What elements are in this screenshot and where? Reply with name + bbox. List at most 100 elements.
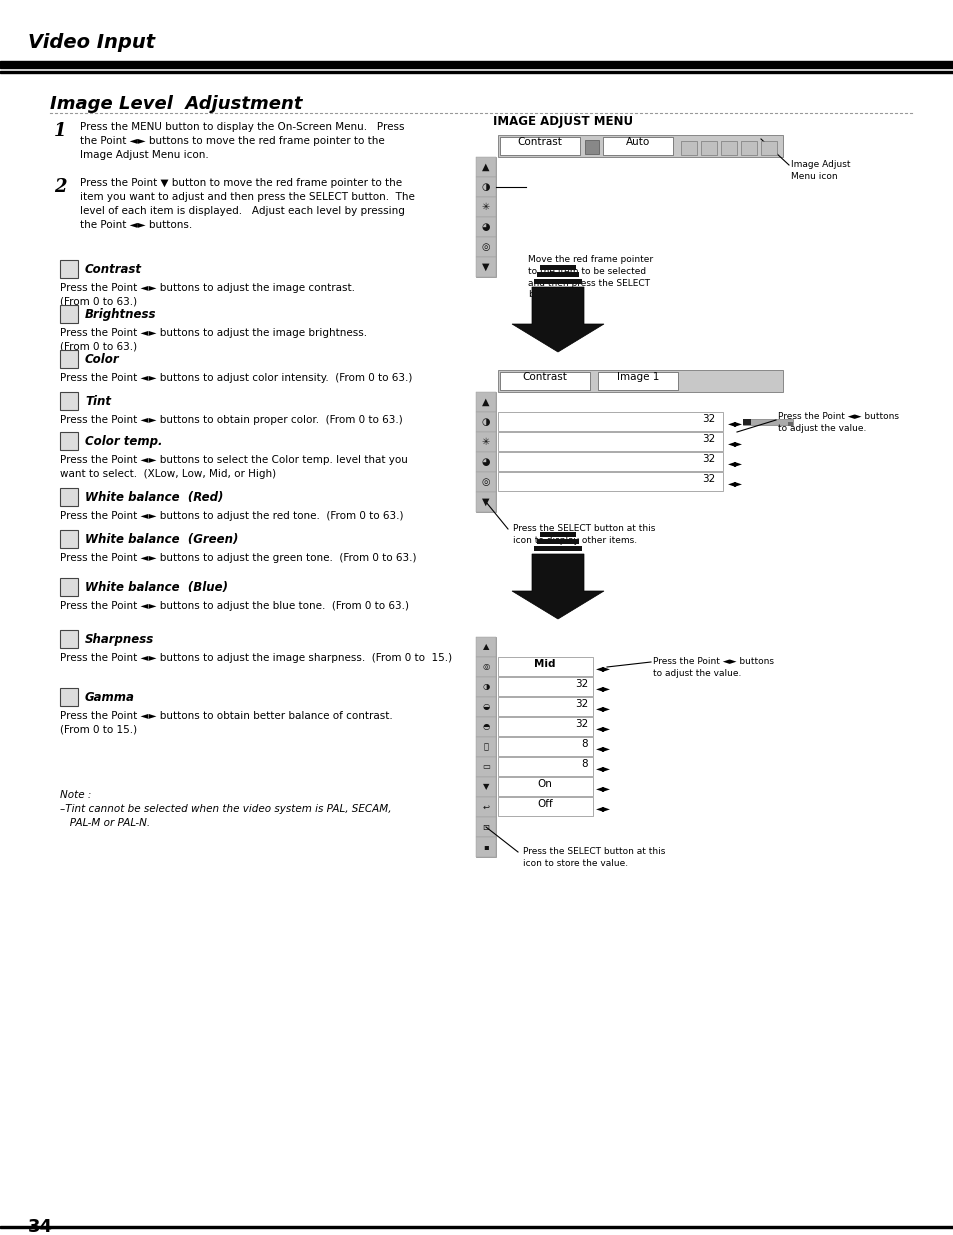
Text: ✳: ✳ [481,203,490,212]
Bar [476,391,496,412]
Text: Note :
–Tint cannot be selected when the video system is PAL, SECAM,
   PAL-M or: Note : –Tint cannot be selected when the… [60,790,391,827]
Bar [537,272,578,277]
Text: Press the Point ▼ button to move the red frame pointer to the
item you want to a: Press the Point ▼ button to move the red… [80,178,415,230]
Text: Off: Off [537,799,553,809]
Bar [497,697,593,716]
Text: 32: 32 [701,474,714,484]
Text: ▼: ▼ [482,783,489,792]
Text: Press the Point ◄► buttons to adjust the red tone.  (From 0 to 63.): Press the Point ◄► buttons to adjust the… [60,511,403,521]
Text: Tint: Tint [85,395,111,408]
Bar [787,422,792,426]
Text: Color: Color [85,353,119,366]
Bar [476,757,496,777]
Bar [476,412,496,432]
Bar [497,737,593,756]
Bar [497,135,782,157]
Bar [476,718,496,737]
Text: Press the Point ◄► buttons to obtain better balance of contrast.
(From 0 to 15.): Press the Point ◄► buttons to obtain bet… [60,711,393,735]
Text: ◄►: ◄► [596,763,610,773]
Bar [499,372,589,390]
Polygon shape [512,287,603,352]
Text: IMAGE ADJUST MENU: IMAGE ADJUST MENU [493,115,633,128]
Bar [497,777,593,797]
Text: ◄►: ◄► [596,803,610,813]
Bar [497,412,722,431]
Text: ⟋: ⟋ [483,742,488,752]
Text: Press the Point ◄► buttons
to adjust the value.: Press the Point ◄► buttons to adjust the… [778,412,898,432]
Text: ◕: ◕ [481,222,490,232]
Text: ◄►: ◄► [596,663,610,673]
Text: ◓: ◓ [482,722,489,731]
Text: Press the Point ◄► buttons to obtain proper color.  (From 0 to 63.): Press the Point ◄► buttons to obtain pro… [60,415,402,425]
Bar [497,452,722,471]
Text: ◑: ◑ [481,182,490,191]
Bar [60,432,78,450]
Bar [60,630,78,648]
Text: White balance  (Blue): White balance (Blue) [85,580,228,594]
Text: Press the SELECT button at this
icon to display other items.: Press the SELECT button at this icon to … [513,524,655,545]
Bar [60,350,78,368]
Bar [742,419,792,425]
Bar [497,432,722,451]
Text: Press the Point ◄► buttons to adjust the blue tone.  (From 0 to 63.): Press the Point ◄► buttons to adjust the… [60,601,409,611]
Text: Press the Point ◄► buttons to adjust the image brightness.
(From 0 to 63.): Press the Point ◄► buttons to adjust the… [60,329,367,352]
Bar [60,578,78,597]
Bar [720,141,737,156]
Bar [537,538,578,543]
Bar [539,266,576,270]
Text: ◄►: ◄► [727,478,742,488]
Text: 32: 32 [701,414,714,424]
Polygon shape [512,555,603,619]
Bar [476,157,496,177]
Text: Press the SELECT button at this
icon to store the value.: Press the SELECT button at this icon to … [522,847,664,868]
Text: Move the red frame pointer
to the item to be selected
and then press the SELECT
: Move the red frame pointer to the item t… [527,254,653,299]
Bar [60,688,78,706]
Text: Press the MENU button to display the On-Screen Menu.   Press
the Point ◄► button: Press the MENU button to display the On-… [80,122,404,161]
Bar [476,198,496,217]
Text: ◎: ◎ [481,477,490,487]
Text: 32: 32 [574,699,587,709]
Text: White balance  (Red): White balance (Red) [85,492,223,504]
Text: Press the Point ◄► buttons to adjust the image contrast.
(From 0 to 63.): Press the Point ◄► buttons to adjust the… [60,283,355,306]
Bar [497,472,722,492]
Text: ◄►: ◄► [727,438,742,448]
Bar [476,432,496,452]
Bar [60,488,78,506]
Bar [497,657,593,676]
Bar [680,141,697,156]
Bar [742,419,750,425]
Bar [497,677,593,697]
Bar [476,217,496,237]
Text: Contrast: Contrast [522,372,567,382]
Text: ◑: ◑ [481,417,490,427]
Bar [497,797,593,816]
Text: ▼: ▼ [482,496,489,508]
Bar [740,141,757,156]
Text: Mid: Mid [534,659,556,669]
Text: ◄►: ◄► [596,722,610,734]
Text: ◎: ◎ [481,242,490,252]
Bar [476,637,496,857]
Bar [476,257,496,277]
Text: ▲: ▲ [482,396,489,408]
Text: On: On [537,779,552,789]
Bar [60,261,78,278]
Text: White balance  (Green): White balance (Green) [85,534,238,546]
Bar [476,492,496,513]
Bar [476,391,496,513]
Bar [476,657,496,677]
Text: ↩: ↩ [482,803,489,811]
Bar [700,141,717,156]
Text: Press the Point ◄► buttons to adjust color intensity.  (From 0 to 63.): Press the Point ◄► buttons to adjust col… [60,373,412,383]
Bar [497,370,782,391]
Text: ◄►: ◄► [596,783,610,793]
Bar [476,452,496,472]
Text: ▭: ▭ [481,762,490,772]
Bar [476,837,496,857]
Bar [0,70,953,73]
Bar [0,61,953,68]
Text: 8: 8 [580,760,587,769]
Bar [499,137,579,156]
Text: Press the Point ◄► buttons to select the Color temp. level that you
want to sele: Press the Point ◄► buttons to select the… [60,454,408,479]
Text: Contrast: Contrast [85,263,142,275]
